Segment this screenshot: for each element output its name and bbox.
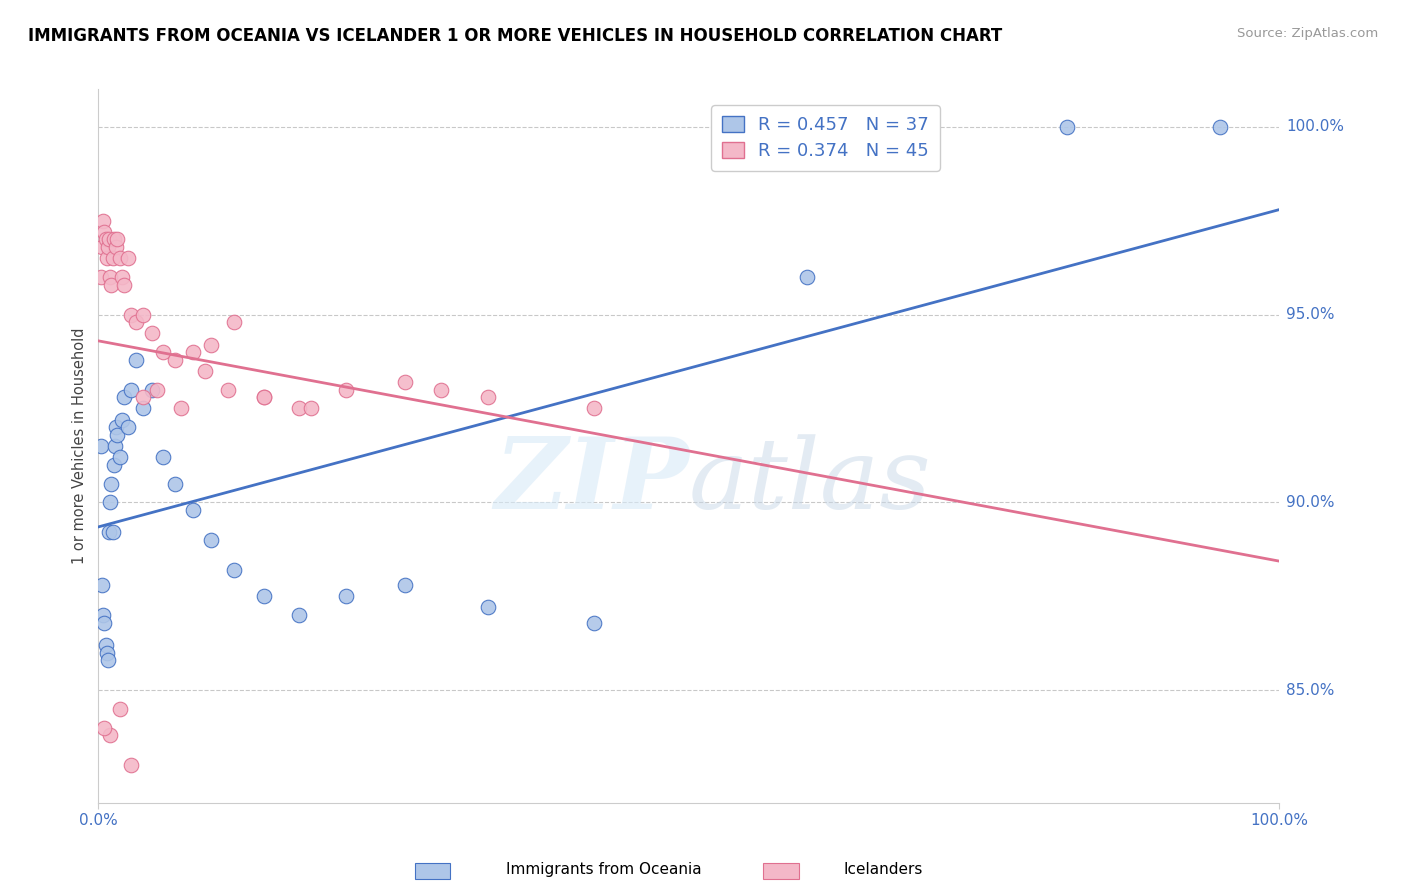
Point (98, 728, 121, 742)
Point (104, 439, 127, 453)
Point (141, 383, 163, 397)
Point (253, 390, 276, 404)
Point (253, 589, 276, 603)
Point (108, 450, 131, 465)
Point (152, 345, 174, 359)
Point (217, 383, 239, 397)
Point (90, 270, 112, 285)
Point (97, 653, 120, 667)
Point (200, 533, 222, 547)
Point (96, 646, 118, 660)
Point (121, 758, 143, 772)
Point (335, 589, 357, 603)
Point (288, 401, 311, 416)
Point (98, 270, 121, 285)
Point (224, 315, 246, 329)
Point (125, 315, 148, 329)
Point (165, 476, 187, 491)
Point (91, 240, 114, 254)
Point (224, 563, 246, 577)
Point (288, 607, 311, 622)
Point (98, 525, 121, 540)
Text: 90.0%: 90.0% (1286, 495, 1334, 510)
Point (117, 251, 139, 265)
Point (112, 277, 135, 292)
Point (93, 615, 115, 630)
Text: IMMIGRANTS FROM OCEANIA VS ICELANDER 1 OR MORE VEHICLES IN HOUSEHOLD CORRELATION: IMMIGRANTS FROM OCEANIA VS ICELANDER 1 O… (28, 27, 1002, 45)
Point (430, 383, 453, 397)
Point (93, 225, 115, 239)
Point (477, 600, 499, 615)
Point (108, 251, 131, 265)
Point (583, 615, 606, 630)
Point (94, 638, 117, 652)
Point (111, 413, 134, 427)
Point (111, 270, 134, 285)
Legend: R = 0.457   N = 37, R = 0.374   N = 45: R = 0.457 N = 37, R = 0.374 N = 45 (711, 105, 939, 170)
Point (394, 578, 416, 592)
Text: 85.0%: 85.0% (1286, 682, 1334, 698)
Text: Immigrants from Oceania: Immigrants from Oceania (506, 863, 702, 877)
Point (1209, 120, 1232, 134)
Point (152, 450, 174, 465)
Point (121, 383, 143, 397)
Point (299, 401, 322, 416)
Point (121, 308, 143, 322)
Point (165, 352, 187, 367)
Point (101, 251, 124, 265)
Point (132, 401, 155, 416)
Y-axis label: 1 or more Vehicles in Household: 1 or more Vehicles in Household (72, 327, 87, 565)
Point (477, 390, 499, 404)
Point (170, 401, 193, 416)
Point (103, 232, 125, 246)
Point (105, 427, 128, 442)
Point (94, 232, 117, 246)
Point (91, 607, 114, 622)
Text: Icelanders: Icelanders (844, 863, 922, 877)
Point (1056, 120, 1078, 134)
Point (103, 458, 125, 472)
Point (200, 337, 222, 351)
Point (583, 401, 606, 416)
Point (101, 525, 124, 540)
Point (181, 345, 204, 359)
Point (97, 240, 120, 254)
Point (108, 702, 131, 716)
Point (100, 476, 122, 491)
Point (91, 578, 114, 592)
Point (112, 390, 135, 404)
Point (100, 277, 122, 292)
Point (335, 383, 357, 397)
Text: ZIP: ZIP (494, 434, 689, 530)
Text: Source: ZipAtlas.com: Source: ZipAtlas.com (1237, 27, 1378, 40)
Point (105, 240, 128, 254)
Point (394, 375, 416, 389)
Point (132, 390, 155, 404)
Point (796, 270, 818, 285)
Point (91, 213, 114, 227)
Text: 95.0%: 95.0% (1286, 307, 1334, 322)
Point (181, 503, 204, 517)
Point (125, 352, 148, 367)
Point (141, 326, 163, 341)
Point (146, 383, 169, 397)
Point (90, 439, 112, 453)
Point (132, 308, 155, 322)
Point (117, 420, 139, 434)
Point (98, 232, 121, 246)
Point (194, 364, 217, 378)
Point (98, 495, 121, 509)
Point (105, 232, 128, 246)
Point (253, 390, 276, 404)
Point (96, 251, 118, 265)
Text: 100.0%: 100.0% (1286, 120, 1344, 135)
Text: atlas: atlas (689, 434, 932, 529)
Point (105, 420, 128, 434)
Point (93, 721, 115, 735)
